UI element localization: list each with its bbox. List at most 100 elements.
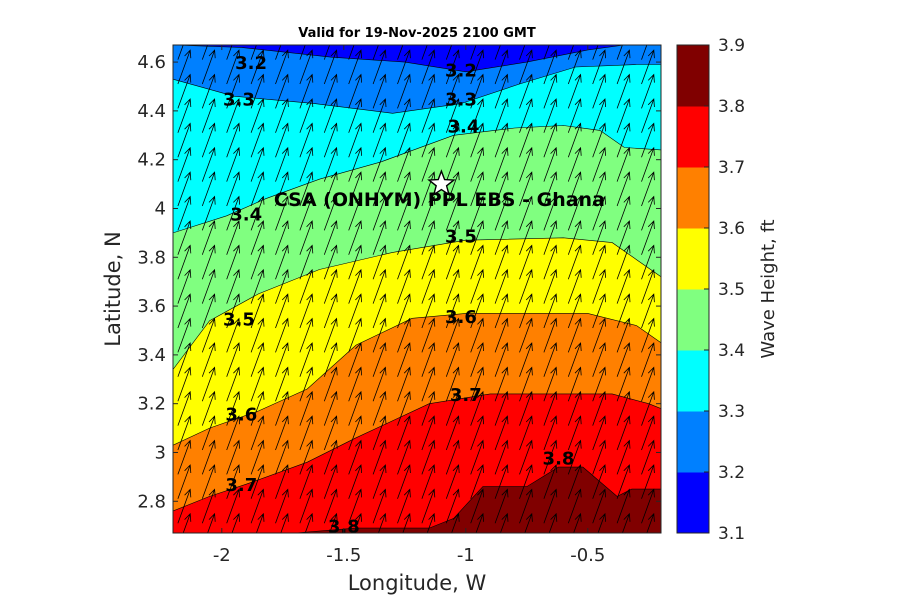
wave-arrow	[255, 512, 265, 533]
wave-arrow	[494, 464, 509, 499]
axes-frame	[172, 44, 662, 534]
wave-arrow	[494, 220, 509, 255]
wave-direction-arrows	[177, 1, 679, 533]
wave-arrow	[470, 171, 484, 207]
y-tick-label: 3.4	[137, 345, 166, 366]
wave-arrow	[470, 244, 484, 280]
wave-arrow	[372, 171, 387, 207]
wave-arrow	[323, 171, 338, 207]
wave-arrow	[177, 293, 192, 329]
x-axis-ticks: -2 -1.5 -1 -0.5	[213, 45, 605, 566]
wave-arrow	[499, 512, 509, 533]
wave-arrow	[592, 195, 606, 231]
wave-arrow	[519, 73, 533, 109]
wave-arrow	[348, 45, 355, 60]
wave-arrow	[226, 45, 233, 60]
y-tick-label: 4.4	[137, 101, 166, 122]
wave-arrow	[397, 171, 411, 207]
wave-arrow	[445, 342, 460, 377]
wave-arrow	[616, 220, 631, 255]
wave-arrow	[226, 244, 240, 280]
wave-arrow	[494, 415, 509, 451]
wave-arrow	[397, 220, 411, 255]
wave-height-contour-bands	[173, 45, 661, 533]
wave-arrow	[616, 73, 631, 109]
x-tick-label: -0.5	[570, 545, 605, 566]
wave-arrow	[397, 415, 411, 451]
wave-arrow	[275, 146, 289, 182]
wave-arrow	[445, 171, 460, 207]
wave-arrow	[616, 268, 631, 304]
x-axis-label: Longitude, W	[348, 571, 487, 595]
wave-arrow	[201, 220, 216, 255]
wave-arrow	[323, 195, 338, 231]
wave-arrow	[616, 415, 631, 451]
wave-arrow	[445, 220, 460, 255]
wave-arrow	[201, 98, 216, 133]
wave-arrow	[299, 49, 314, 85]
contour-line-3.2	[173, 45, 625, 73]
wave-arrow	[567, 171, 582, 207]
colorbar-swatch	[677, 289, 709, 351]
wave-arrow	[641, 317, 655, 353]
wave-arrow	[445, 98, 460, 133]
wave-arrow	[494, 488, 509, 524]
wave-arrow	[421, 366, 436, 402]
wave-arrow	[470, 415, 484, 451]
wave-arrow	[617, 1, 630, 35]
wave-arrow	[372, 49, 387, 85]
wave-arrow	[348, 488, 362, 524]
wave-arrow	[445, 317, 460, 353]
wave-arrow	[372, 342, 387, 377]
wave-arrow	[666, 1, 679, 35]
wave-arrow	[568, 1, 581, 35]
wave-arrow	[226, 366, 240, 402]
wave-arrow	[543, 342, 558, 377]
wave-arrow	[372, 45, 379, 60]
wave-arrow	[494, 122, 509, 158]
colorbar-tick-label: 3.2	[718, 463, 745, 483]
wave-arrow	[524, 512, 533, 533]
wave-arrow	[445, 464, 460, 499]
wave-arrow	[543, 464, 558, 499]
wave-arrow	[226, 488, 240, 524]
wave-arrow	[372, 220, 387, 255]
wave-arrow	[402, 512, 411, 533]
wave-arrow	[348, 268, 362, 304]
wave-arrow	[372, 98, 387, 133]
wave-arrow	[372, 415, 387, 451]
wave-arrow	[201, 317, 216, 353]
wave-arrow	[177, 244, 192, 280]
wave-arrow	[641, 488, 655, 524]
wave-arrow	[280, 512, 289, 533]
wave-arrow	[543, 293, 558, 329]
wave-arrow	[593, 1, 606, 35]
wave-arrow	[177, 366, 192, 402]
wave-arrow	[177, 439, 192, 475]
contour-label: 3.8	[328, 517, 360, 538]
y-tick-label: 4.6	[137, 52, 166, 73]
wave-arrow	[372, 122, 387, 158]
wave-arrow	[470, 342, 484, 377]
wave-arrow	[372, 73, 387, 109]
wave-arrow	[470, 49, 484, 85]
wave-arrow	[348, 366, 362, 402]
wave-arrow	[299, 220, 314, 255]
wave-arrow	[177, 49, 192, 85]
wave-arrow	[641, 439, 655, 475]
site-label: CSA (ONHYM) PPL EBS - Ghana	[274, 189, 605, 211]
colorbar-tick-label: 3.9	[718, 36, 745, 56]
wave-arrow	[226, 122, 240, 158]
wave-arrow	[494, 244, 509, 280]
wave-arrow	[592, 146, 606, 182]
wave-arrow	[470, 488, 484, 524]
wave-arrow	[470, 439, 484, 475]
y-axis-label: Latitude, N	[101, 231, 125, 347]
wave-arrow	[299, 342, 314, 377]
wave-arrow	[201, 49, 216, 85]
wave-arrow	[323, 415, 338, 451]
wave-arrow	[421, 415, 436, 451]
wave-arrow	[421, 45, 428, 60]
wave-arrow	[348, 415, 362, 451]
